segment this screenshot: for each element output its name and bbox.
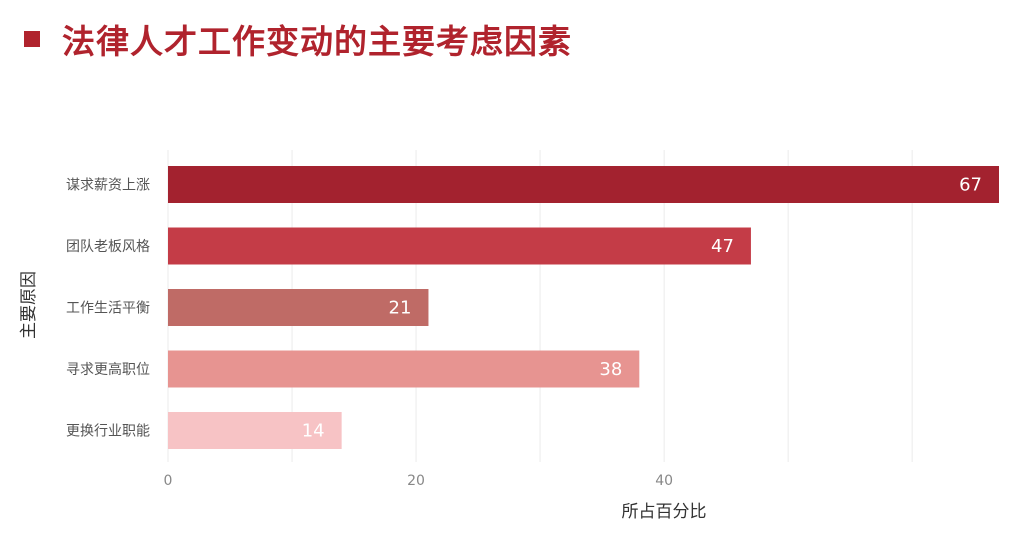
title-square-icon (24, 31, 40, 47)
category-label: 更换行业职能 (66, 423, 150, 440)
bar-layer (168, 166, 999, 449)
category-label: 寻求更高职位 (66, 361, 150, 378)
bar (168, 350, 640, 388)
category-label: 工作生活平衡 (66, 301, 150, 317)
bar-value-label: 47 (711, 236, 734, 257)
bar-value-label: 67 (959, 175, 982, 196)
bar-value-label: 38 (599, 359, 622, 380)
x-tick-label: 0 (164, 473, 173, 489)
category-label: 团队老板风格 (66, 239, 150, 255)
bar-value-label: 21 (389, 298, 412, 319)
x-tick-label: 20 (407, 473, 425, 489)
page-title: 法律人才工作变动的主要考虑因素 (62, 22, 572, 61)
bar (168, 227, 751, 265)
bar (168, 412, 342, 449)
x-axis-title: 所占百分比 (622, 502, 707, 522)
bar-value-label: 14 (302, 421, 325, 442)
bar (168, 166, 999, 203)
label-layer: 0 20 40 谋求薪资上涨 67 团队老板风格 47 工作生活平衡 21 寻求更高职位 38 更换行… (66, 175, 982, 490)
x-tick-label: 40 (655, 473, 673, 489)
y-axis-title: 主要原因 (19, 271, 39, 339)
title-row: 法律人才工作变动的主要考虑因素 (24, 14, 572, 64)
category-label: 谋求薪资上涨 (66, 178, 150, 194)
bar (168, 289, 429, 326)
